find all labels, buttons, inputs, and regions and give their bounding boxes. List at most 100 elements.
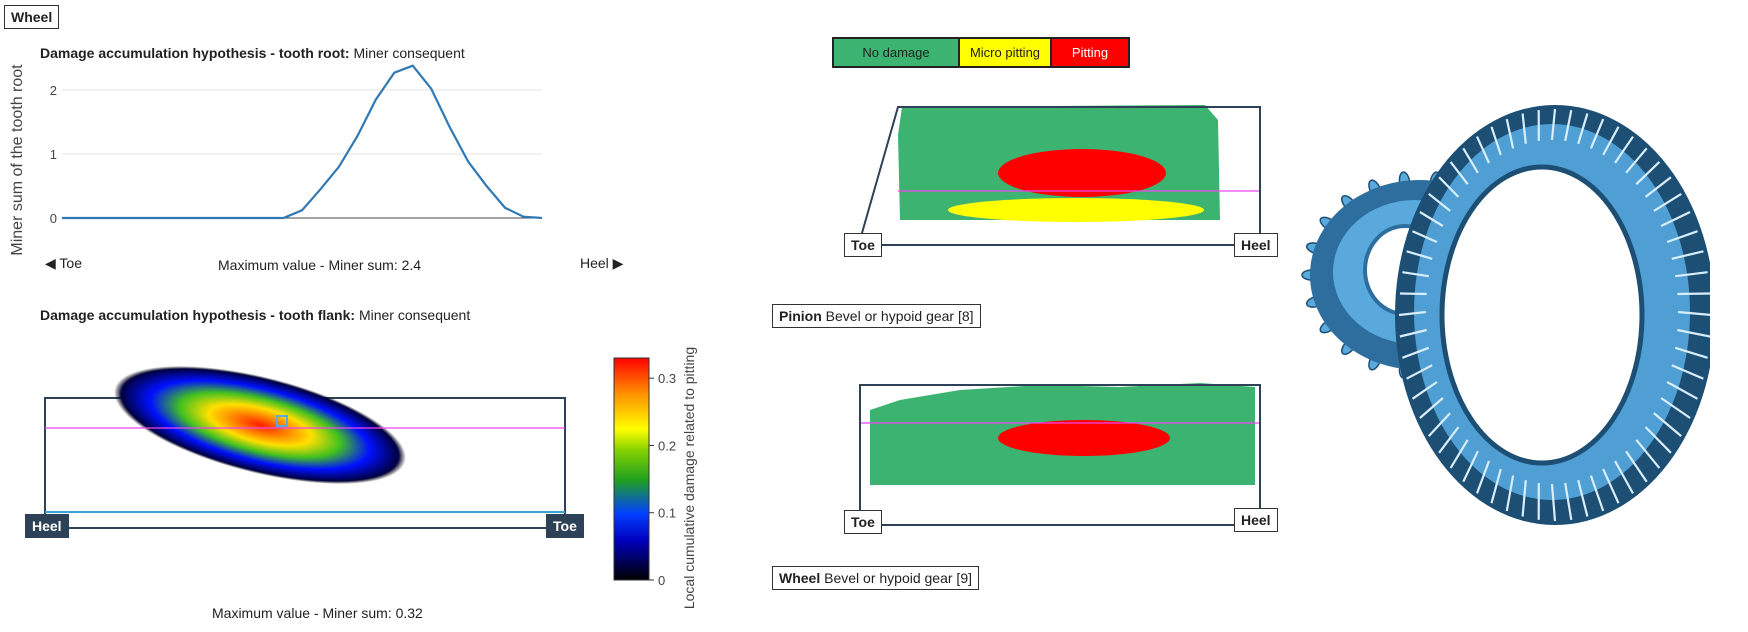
wheel-tooth <box>1550 108 1557 141</box>
root-y-tick-label: 0 <box>50 211 57 226</box>
wheel-tooth <box>1399 292 1427 296</box>
wheel-tooth <box>1505 118 1515 149</box>
wheel-tooth <box>1677 328 1710 338</box>
wheel-tooth <box>1666 230 1698 244</box>
wheel-tooth <box>1660 211 1691 227</box>
legend-pitting: Pitting <box>1052 39 1128 66</box>
wheel-tooth <box>1602 468 1620 504</box>
flank-chart-title: Damage accumulation hypothesis - tooth f… <box>40 307 470 323</box>
wheel-tooth <box>1419 211 1444 227</box>
wheel-tooth <box>1402 346 1430 359</box>
flank-right-label: Toe <box>546 514 584 538</box>
wheel-tooth <box>1438 176 1460 198</box>
wheel-tooth <box>1521 113 1527 144</box>
wheel-tooth <box>1399 328 1427 338</box>
wheel-tooth <box>1635 439 1661 469</box>
wheel-tooth <box>1505 475 1515 512</box>
pinion-pitting-zone <box>998 149 1166 197</box>
wheel-contact-map <box>859 383 1261 526</box>
colorbar-tick-label: 0.3 <box>658 371 676 386</box>
wheel-tooth <box>1674 346 1708 359</box>
wheel-tooth <box>1449 161 1469 185</box>
wheel-pitting-zone <box>998 420 1170 456</box>
pinion-frame <box>859 106 1261 245</box>
colorbar-tick-label: 0.1 <box>658 506 676 521</box>
wheel-tag-bold: Wheel <box>779 570 821 586</box>
wheel-right-label: Heel <box>1234 508 1278 532</box>
wheel-tooth <box>1412 230 1438 244</box>
root-right-label: Heel ▶ <box>580 255 624 271</box>
wheel-tooth <box>1449 439 1469 469</box>
wheel-tooth <box>1666 381 1699 400</box>
flank-left-label: Heel <box>25 514 69 538</box>
pinion-tag: Pinion Bevel or hypoid gear [8] <box>772 304 981 328</box>
wheel-tag: Wheel Bevel or hypoid gear [9] <box>772 566 979 590</box>
wheel-tooth <box>1671 364 1704 380</box>
wheel-tooth <box>1589 118 1605 149</box>
wheel-tooth <box>1644 426 1672 454</box>
wheel-tooth <box>1490 468 1502 504</box>
root-grid <box>62 89 542 219</box>
wheel-tooth <box>1660 397 1691 419</box>
wheel-tooth <box>1398 310 1427 317</box>
wheel-teeth-stripes <box>1398 108 1710 522</box>
flank-max-marker <box>276 415 288 427</box>
wheel-tooth <box>1675 271 1708 278</box>
wheel-tooth <box>1462 450 1479 483</box>
wheel-tooth <box>1564 482 1573 521</box>
root-y-tick-label: 2 <box>50 83 57 98</box>
wheel-tooth <box>1402 271 1429 278</box>
colorbar-tick-label: 0.2 <box>658 438 676 453</box>
pinion-left-label: Toe <box>844 233 882 257</box>
wheel-bore <box>1439 164 1645 466</box>
flank-max-text: Maximum value - Miner sum: 0.32 <box>212 605 423 621</box>
wheel-tooth <box>1475 460 1491 494</box>
wheel-tooth <box>1406 250 1433 260</box>
wheel-tooth <box>1625 450 1648 483</box>
wheel-tooth <box>1644 176 1672 198</box>
wheel-tooth <box>1411 381 1438 400</box>
wheel-tooth <box>1550 483 1557 522</box>
root-chart-title-bold: Damage accumulation hypothesis - tooth r… <box>40 45 350 61</box>
colorbar-tick-label: 0 <box>658 573 665 588</box>
wheel-tooth <box>1490 126 1502 156</box>
root-chart-title: Damage accumulation hypothesis - tooth r… <box>40 45 465 61</box>
wheel-tooth <box>1653 412 1682 437</box>
wheel-tooth <box>1438 426 1460 454</box>
wheel-tooth <box>1602 126 1620 156</box>
wheel-tooth <box>1419 397 1444 419</box>
wheel-tooth <box>1671 250 1704 260</box>
colorbar-ticks: 0 0.1 0.2 0.3 <box>649 371 676 588</box>
pinion-micro-pitting-zone <box>948 198 1204 222</box>
root-y-ticks: 0 1 2 <box>50 83 57 226</box>
pinion-tag-bold: Pinion <box>779 308 822 324</box>
wheel-tooth <box>1462 147 1479 174</box>
wheel-tooth <box>1406 364 1433 380</box>
wheel-tooth <box>1577 479 1589 517</box>
wheel-tooth <box>1427 412 1451 437</box>
root-line-chart: 0 1 2 Miner sum of the tooth root <box>9 64 543 256</box>
wheel-tooth <box>1614 460 1634 494</box>
wheel-tooth <box>1677 310 1710 317</box>
wheel-tag-rest: Bevel or hypoid gear [9] <box>824 570 972 586</box>
gear-tag: Wheel <box>4 5 60 29</box>
wheel-tooth <box>1589 475 1605 512</box>
pinion-right-label: Heel <box>1234 233 1278 257</box>
wheel-tooth <box>1635 161 1661 185</box>
wheel-tooth <box>1428 193 1451 212</box>
root-left-label: ◀ Toe <box>45 255 82 271</box>
bevel-gear-3d-view[interactable] <box>1290 100 1710 530</box>
damage-legend: No damage Micro pitting Pitting <box>832 37 1130 68</box>
wheel-tooth <box>1475 136 1491 164</box>
pinion-contact-map <box>859 105 1261 246</box>
colorbar <box>613 357 650 581</box>
wheel-tooth <box>1577 113 1589 145</box>
wheel-tooth <box>1564 109 1573 142</box>
root-y-axis-label: Miner sum of the tooth root <box>9 64 26 256</box>
flank-chart-title-rest: Miner consequent <box>358 307 471 323</box>
wheel-tooth <box>1521 480 1527 517</box>
wheel-tooth <box>1614 135 1634 164</box>
wheel-tooth <box>1625 147 1648 174</box>
pinion-tag-rest: Bevel or hypoid gear [8] <box>825 308 974 324</box>
root-max-text: Maximum value - Miner sum: 2.4 <box>218 257 422 273</box>
